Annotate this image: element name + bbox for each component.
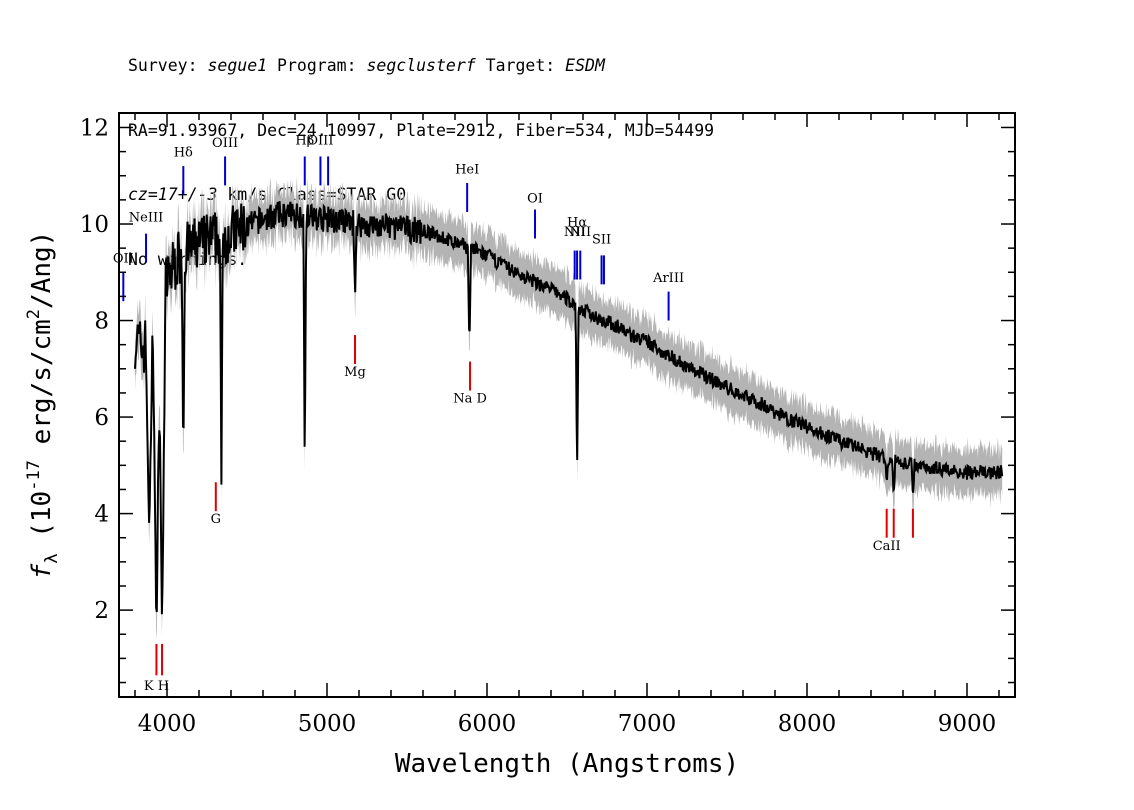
program-value: segclusterf [366,56,476,75]
header-line-2: RA=91.93967, Dec=24.10997, Plate=2912, F… [128,120,715,140]
emission-line-label: Hα [567,215,587,230]
y-axis-title-part: /Ang) [27,231,57,309]
emission-line-label: HeI [455,162,479,177]
y-tick-label: 2 [94,598,109,624]
flux-line [134,201,1004,615]
y-axis-title-part: -17 [24,460,44,491]
x-tick-label: 9000 [938,711,997,737]
absorption-line-label: G [211,512,221,527]
y-axis-title-part: λ [42,553,62,563]
x-axis-title: Wavelength (Angstroms) [395,749,739,779]
absorption-line-label: Mg [344,365,366,380]
redshift-value: cz=17+/-3 [128,185,218,204]
header-line-1: Survey: segue1 Program: segclusterf Targ… [128,55,714,77]
x-tick-label: 6000 [458,711,517,737]
emission-line-label: OII [113,252,134,267]
y-axis-title-part: (10 [27,491,57,554]
survey-value: segue1 [207,56,268,75]
y-tick-label: 4 [94,502,109,528]
target-label: Target: [485,56,556,75]
emission-line-label: OIII [212,136,238,151]
program-label: Program: [277,56,357,75]
emission-line-label: NII [564,225,586,240]
absorption-line-label: K H [144,679,169,694]
x-tick-label: 8000 [778,711,837,737]
emission-line-label: Hβ [295,133,314,148]
absorption-line-label: CaII [873,539,901,554]
emission-line-label: ArIII [652,271,684,286]
x-tick-label: 5000 [298,711,357,737]
plot-frame [118,112,1016,698]
survey-label: Survey: [128,56,198,75]
emission-line-label: OI [527,191,543,206]
y-axis-title: fλ (10-17 erg/s/cm2/Ang) [24,231,62,580]
y-tick-label: 6 [94,405,109,431]
absorption-line-label: Na D [453,392,487,407]
emission-line-label: NeIII [129,211,163,226]
y-axis-title-part: f [27,563,57,579]
emission-line-label: SII [592,232,611,247]
y-tick-label: 10 [80,212,109,238]
emission-line-label: OIII [307,133,333,148]
target-value: ESDM [565,56,605,75]
emission-line-label: NII [569,225,591,240]
x-tick-label: 7000 [618,711,677,737]
y-tick-label: 12 [80,115,109,141]
y-axis-title-part: 2 [24,309,44,319]
emission-line-label: Hδ [174,145,193,160]
x-tick-label: 4000 [138,711,197,737]
y-tick-label: 8 [94,309,109,335]
y-axis-title-part: erg/s/cm [27,319,57,460]
error-band [135,175,1003,640]
